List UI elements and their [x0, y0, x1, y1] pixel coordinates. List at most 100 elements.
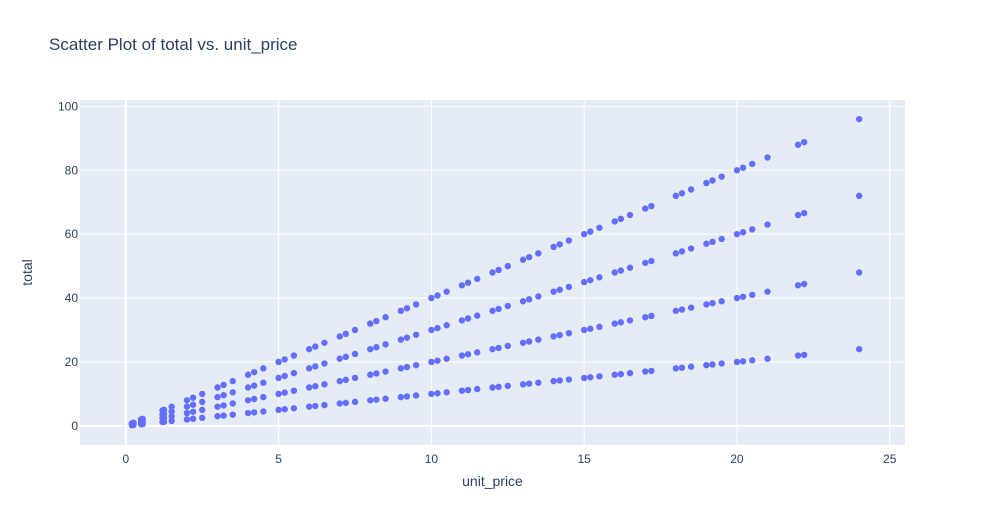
data-point: [709, 177, 716, 184]
data-point: [351, 374, 359, 382]
y-tick-label: 60: [65, 227, 79, 241]
data-point: [648, 367, 655, 375]
data-point: [464, 386, 472, 394]
data-point: [130, 419, 137, 426]
data-point: [250, 368, 258, 376]
data-point: [342, 330, 350, 338]
data-point: [519, 256, 527, 263]
data-point: [250, 409, 258, 416]
data-point: [687, 363, 695, 370]
data-points: [128, 115, 863, 429]
data-point: [855, 269, 863, 276]
data-point: [260, 365, 267, 372]
data-point: [626, 317, 634, 324]
data-point: [617, 319, 625, 326]
data-point: [412, 301, 420, 308]
data-point: [189, 408, 197, 415]
data-point: [678, 190, 686, 197]
data-point: [229, 389, 236, 396]
data-point: [305, 403, 313, 410]
data-point: [214, 413, 221, 420]
data-point: [168, 417, 175, 425]
x-tick-label: 0: [122, 452, 129, 466]
x-tick-label: 15: [577, 452, 591, 466]
data-point: [642, 368, 649, 375]
data-point: [305, 384, 313, 391]
data-point: [397, 307, 405, 315]
data-point: [580, 230, 588, 238]
data-point: [535, 293, 542, 300]
data-point: [229, 411, 236, 418]
data-point: [556, 241, 563, 248]
data-point: [709, 361, 716, 368]
data-point: [281, 406, 288, 413]
data-point: [626, 211, 634, 219]
data-point: [321, 381, 328, 388]
data-point: [351, 398, 359, 406]
data-point: [260, 379, 267, 386]
data-point: [220, 391, 227, 399]
data-point: [749, 357, 756, 364]
data-point: [587, 276, 594, 284]
data-point: [275, 358, 282, 366]
data-point: [305, 365, 313, 372]
data-point: [382, 314, 389, 321]
data-point: [703, 179, 710, 187]
data-point: [199, 398, 206, 406]
data-point: [412, 331, 420, 338]
data-point: [443, 355, 450, 362]
data-point: [565, 376, 573, 383]
data-point: [412, 361, 420, 369]
data-point: [458, 317, 466, 324]
data-point: [596, 224, 603, 231]
data-point: [312, 343, 319, 350]
data-point: [244, 384, 252, 391]
data-point: [794, 352, 802, 359]
data-point: [281, 389, 288, 396]
x-axis-label: unit_price: [462, 473, 523, 489]
data-point: [220, 381, 227, 389]
data-point: [474, 275, 481, 283]
y-gridlines: [80, 105, 905, 427]
data-point: [367, 371, 374, 378]
data-point: [525, 338, 533, 345]
data-point: [189, 401, 197, 408]
data-point: [290, 352, 298, 359]
data-point: [749, 291, 756, 299]
data-point: [489, 345, 496, 353]
data-point: [351, 326, 359, 334]
data-point: [474, 312, 481, 319]
data-point: [678, 364, 686, 371]
data-point: [351, 350, 359, 358]
data-point: [244, 397, 252, 404]
data-point: [443, 322, 450, 329]
data-point: [373, 396, 380, 403]
y-tick-label: 100: [58, 99, 78, 113]
data-point: [580, 374, 588, 382]
data-point: [244, 409, 252, 417]
data-point: [199, 406, 206, 414]
data-point: [672, 250, 680, 257]
data-point: [321, 401, 328, 409]
data-point: [733, 167, 741, 174]
data-point: [733, 230, 741, 238]
data-point: [312, 383, 319, 390]
data-point: [764, 154, 771, 161]
data-point: [550, 243, 557, 251]
data-point: [672, 365, 680, 372]
data-point: [749, 160, 756, 168]
data-point: [565, 237, 573, 244]
data-point: [458, 387, 466, 394]
data-point: [642, 205, 649, 212]
data-point: [611, 371, 618, 378]
data-point: [250, 395, 258, 403]
data-point: [733, 294, 741, 302]
data-point: [214, 403, 221, 410]
data-point: [168, 403, 175, 410]
data-point: [495, 305, 502, 313]
data-point: [550, 377, 557, 385]
data-point: [428, 294, 435, 302]
data-point: [596, 323, 603, 331]
data-point: [504, 302, 511, 310]
data-point: [709, 299, 716, 307]
